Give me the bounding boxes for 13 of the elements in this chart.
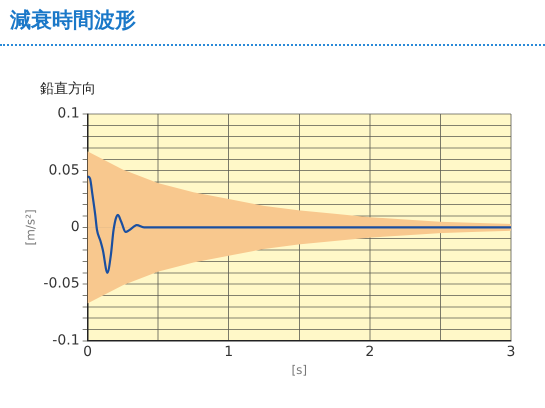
x-tick-label: 2: [365, 344, 374, 360]
chart-title: 減衰時間波形: [10, 7, 136, 34]
chart-subtitle: 鉛直方向: [40, 80, 96, 98]
x-tick-label: 0: [83, 344, 92, 360]
y-tick-label: 0: [70, 219, 80, 236]
y-axis-title: [m/s²]: [23, 209, 38, 246]
x-axis-title: [s]: [292, 362, 308, 377]
y-tick-label: 0.1: [57, 106, 80, 122]
y-tick-label: -0.05: [43, 276, 80, 292]
y-tick-label: -0.1: [52, 332, 80, 348]
x-tick-label: 3: [506, 344, 516, 360]
y-tick-label: 0.05: [48, 162, 80, 178]
x-tick-label: 1: [224, 344, 234, 360]
